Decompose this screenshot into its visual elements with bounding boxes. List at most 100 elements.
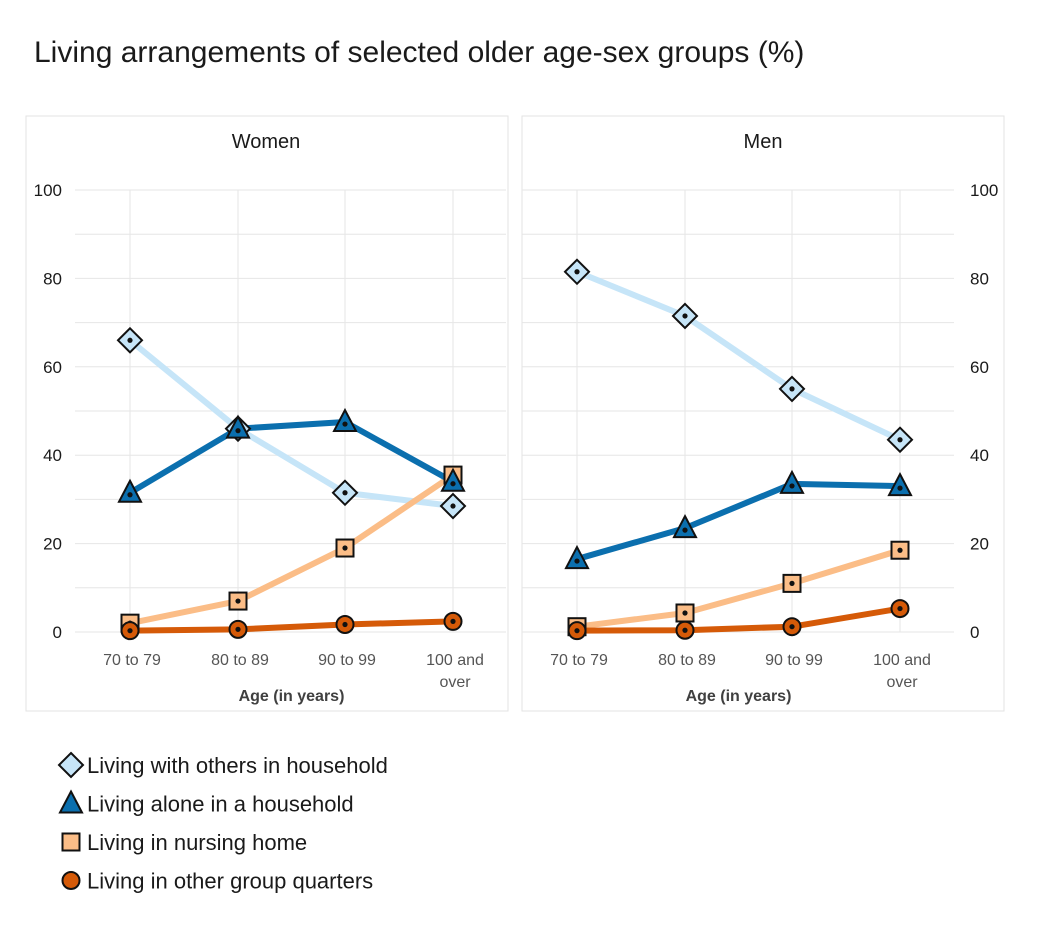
x-axis-label: Age (in years) [686, 688, 792, 705]
series-line-others [574, 268, 903, 443]
series-line-nursing [574, 547, 903, 630]
data-point-center [789, 483, 795, 489]
series-markers-alone-women [117, 407, 466, 503]
y-tick-label: 0 [53, 623, 62, 642]
x-tick-label: 90 to 99 [318, 652, 376, 669]
data-point-center [127, 492, 133, 498]
data-point-center [574, 558, 580, 564]
series-nursing-men [574, 547, 903, 630]
legend-item-group: Living in other group quarters [61, 869, 373, 894]
data-point-center [682, 313, 688, 319]
y-tick-label: 80 [43, 269, 62, 288]
legend: Living with others in household Living al… [57, 751, 388, 894]
data-point-center [897, 437, 903, 443]
data-point-alone [332, 407, 358, 433]
data-point-center [342, 621, 348, 628]
y-tick-label: 20 [970, 535, 989, 554]
series-line-others [127, 337, 456, 510]
legend-label: Living in other group quarters [87, 869, 373, 894]
data-point-alone [225, 414, 251, 439]
series-markers-alone-men [564, 469, 913, 570]
x-tick-label: 80 to 89 [211, 652, 269, 669]
legend-item-nursing: Living in nursing home [61, 830, 307, 855]
panel-title-women: Women [232, 131, 301, 153]
chart-title: Living arrangements of selected older ag… [34, 36, 805, 69]
data-point-center [342, 545, 348, 551]
series-others-women [127, 337, 456, 510]
series-others-men [574, 268, 903, 443]
legend-item-alone: Living alone in a household [58, 789, 354, 817]
series-line-group [127, 618, 456, 634]
series-alone-men [574, 480, 903, 563]
data-point-center [342, 421, 348, 427]
data-point-center [897, 485, 903, 491]
y-tick-label: 100 [970, 181, 998, 200]
data-point-alone [117, 478, 143, 503]
y-tick-label: 40 [43, 446, 62, 465]
panel-men: 0 20 40 60 80 100 70 to 79 80 to 89 90 to 99 100 … [521, 115, 1005, 712]
panel-frame-men [521, 115, 1005, 712]
data-point-center [450, 503, 456, 509]
data-point-center [235, 598, 241, 604]
data-point-center [235, 428, 241, 434]
series-group-men [574, 605, 903, 634]
data-point-center [789, 580, 795, 586]
series-alone-women [127, 419, 456, 496]
series-line-nursing [127, 472, 456, 627]
data-point-center [682, 610, 688, 616]
data-point-center [342, 490, 348, 496]
x-tick-label: 100 and over [873, 652, 931, 691]
series-nursing-women [127, 472, 456, 627]
series-markers-group-women [120, 611, 463, 641]
panel-title-men: Men [744, 131, 783, 153]
series-line-alone [127, 419, 456, 496]
data-point-center [574, 628, 580, 634]
data-point-center [682, 527, 688, 533]
y-tick-label: 60 [43, 358, 62, 377]
x-tick-label: 100 and over [426, 652, 484, 691]
y-tick-label: 20 [43, 535, 62, 554]
y-tick-label: 80 [970, 269, 989, 288]
panel-frame-women [25, 115, 509, 712]
panel-women: 0 20 40 60 80 100 70 to 79 80 to 89 90 to 99 100 … [25, 115, 509, 712]
legend-marker-nursing [61, 832, 81, 852]
y-tick-label: 0 [970, 623, 979, 642]
data-point-center [450, 481, 456, 487]
data-point-center [127, 337, 133, 343]
data-point-center [682, 627, 688, 633]
data-point-center [450, 618, 456, 624]
data-point-center [789, 624, 795, 630]
data-point-center [897, 605, 903, 612]
data-point-center [789, 386, 795, 392]
data-point-center [127, 628, 133, 634]
x-tick-label: 70 to 79 [550, 652, 608, 669]
x-axis-label: Age (in years) [239, 688, 345, 705]
x-tick-label: 70 to 79 [103, 652, 161, 669]
data-point-alone [887, 471, 913, 497]
legend-label: Living in nursing home [87, 830, 307, 855]
data-point-center [574, 269, 580, 275]
data-point-alone [564, 544, 590, 570]
series-line-alone [574, 480, 903, 563]
x-tick-label: 80 to 89 [658, 652, 716, 669]
series-markers-others-men [563, 258, 914, 454]
series-markers-group-men [567, 599, 910, 641]
y-tick-label: 40 [970, 446, 989, 465]
series-group-women [127, 618, 456, 634]
legend-marker-alone [58, 789, 84, 814]
data-point-center [897, 547, 903, 553]
y-tick-label: 60 [970, 358, 989, 377]
data-point-alone [672, 513, 698, 539]
y-tick-label: 100 [34, 181, 62, 200]
data-point-alone [440, 467, 466, 492]
chart-panels: 0 20 40 60 80 100 70 to 79 80 to 89 90 to 99 100 … [25, 115, 1005, 712]
legend-label: Living alone in a household [87, 792, 354, 817]
legend-item-others: Living with others in household [57, 751, 388, 779]
series-line-group [574, 605, 903, 634]
legend-label: Living with others in household [87, 753, 388, 778]
data-point-alone [779, 469, 805, 494]
legend-marker-others [57, 751, 85, 779]
legend-marker-group [61, 871, 81, 890]
x-tick-label: 90 to 99 [765, 652, 823, 669]
